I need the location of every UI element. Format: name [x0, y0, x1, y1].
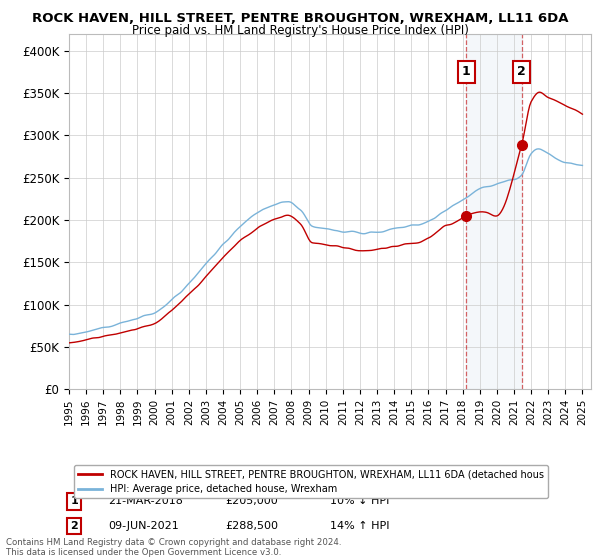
Text: 2: 2	[70, 521, 78, 531]
Text: Price paid vs. HM Land Registry's House Price Index (HPI): Price paid vs. HM Land Registry's House …	[131, 24, 469, 37]
Text: 21-MAR-2018: 21-MAR-2018	[108, 496, 183, 506]
Text: 2: 2	[517, 65, 526, 78]
Text: £205,000: £205,000	[226, 496, 278, 506]
Text: 09-JUN-2021: 09-JUN-2021	[108, 521, 179, 531]
Text: ROCK HAVEN, HILL STREET, PENTRE BROUGHTON, WREXHAM, LL11 6DA: ROCK HAVEN, HILL STREET, PENTRE BROUGHTO…	[32, 12, 568, 25]
Text: £288,500: £288,500	[226, 521, 278, 531]
Text: 1: 1	[462, 65, 471, 78]
Text: 1: 1	[70, 496, 78, 506]
Text: 10% ↓ HPI: 10% ↓ HPI	[330, 496, 389, 506]
Text: 14% ↑ HPI: 14% ↑ HPI	[330, 521, 389, 531]
Legend: ROCK HAVEN, HILL STREET, PENTRE BROUGHTON, WREXHAM, LL11 6DA (detached hous, HPI: ROCK HAVEN, HILL STREET, PENTRE BROUGHTO…	[74, 465, 548, 498]
Bar	[466, 34, 521, 389]
Text: Contains HM Land Registry data © Crown copyright and database right 2024.
This d: Contains HM Land Registry data © Crown c…	[6, 538, 341, 557]
